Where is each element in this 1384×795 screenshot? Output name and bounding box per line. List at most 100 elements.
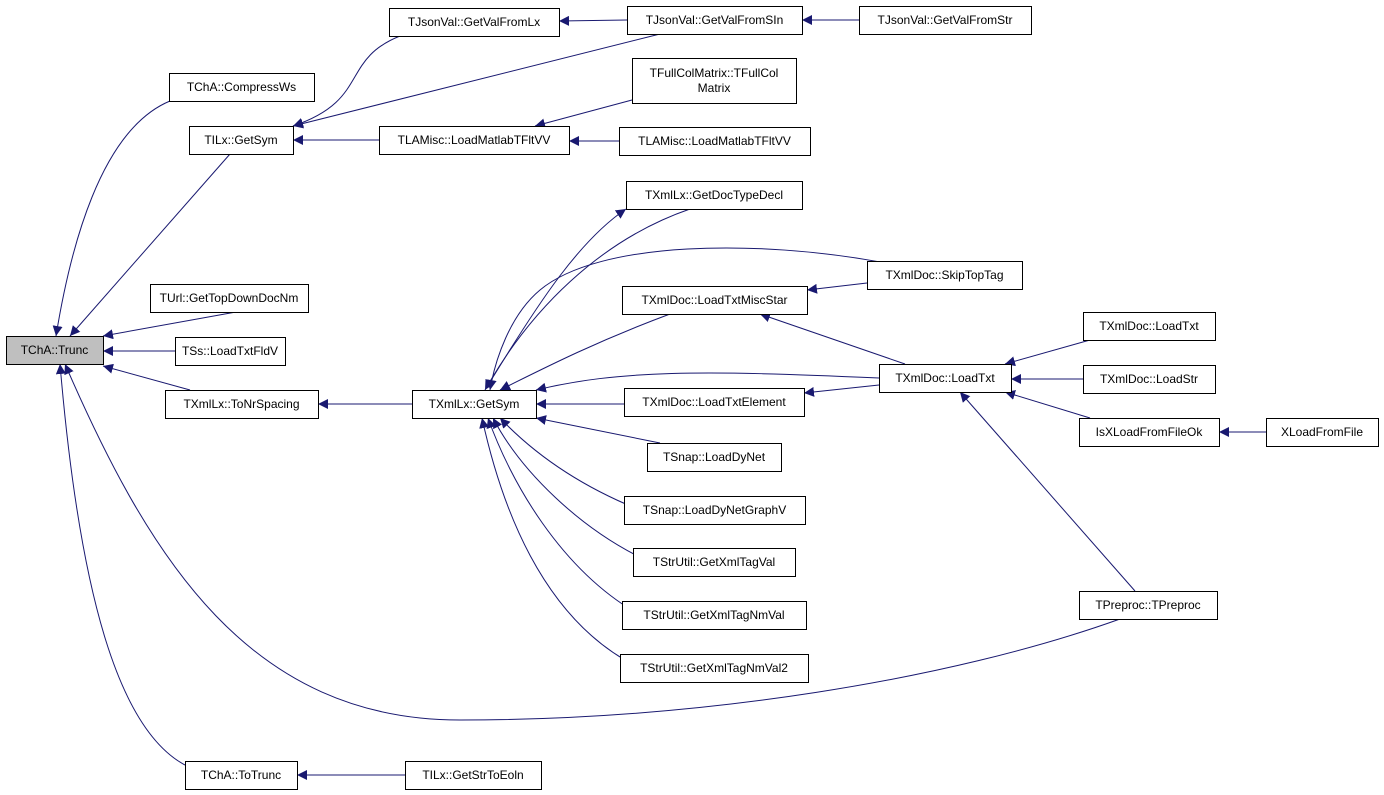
call-edge	[55, 363, 186, 766]
call-edge	[959, 391, 1136, 592]
node-ssLoad[interactable]: TSs::LoadTxtFldV	[175, 337, 286, 366]
node-loadMatlab1[interactable]: TLAMisc::LoadMatlabTFltVV	[379, 126, 570, 155]
call-edge	[806, 282, 868, 294]
node-label: TXmlDoc::LoadTxtMiscStar	[641, 293, 787, 307]
node-fullCol[interactable]: TFullColMatrix::TFullColMatrix	[632, 58, 797, 104]
node-box	[1266, 418, 1379, 447]
node-label: TChA::Trunc	[21, 343, 89, 357]
call-edge	[499, 313, 671, 391]
node-getStrToEoln[interactable]: TILx::GetStrToEoln	[405, 761, 542, 790]
nodes: TChA::TruncTChA::CompressWsTILx::GetSymT…	[6, 6, 1379, 790]
node-box	[859, 6, 1032, 35]
node-isXLoad[interactable]: IsXLoadFromFileOk	[1079, 418, 1220, 447]
node-box	[175, 337, 286, 366]
node-label: TJsonVal::GetValFromStr	[878, 13, 1013, 27]
node-xmlLoadTxt[interactable]: TXmlDoc::LoadTxt	[879, 364, 1012, 393]
node-box	[379, 126, 570, 155]
node-chaToTrunc[interactable]: TChA::ToTrunc	[185, 761, 298, 790]
call-edge	[759, 312, 906, 365]
node-toNrSpacing[interactable]: TXmlLx::ToNrSpacing	[165, 390, 319, 419]
call-edge	[535, 415, 661, 444]
node-loadMatlab2[interactable]: TLAMisc::LoadMatlabTFltVV	[619, 127, 811, 156]
call-edge	[803, 384, 880, 397]
node-loadTxtMisc[interactable]: TXmlDoc::LoadTxtMiscStar	[622, 286, 808, 315]
call-edge	[64, 363, 1121, 721]
node-label: TStrUtil::GetXmlTagVal	[653, 555, 775, 569]
call-edge	[52, 100, 171, 337]
node-box	[412, 390, 537, 419]
node-xmlLxGetSym[interactable]: TXmlLx::GetSym	[412, 390, 537, 419]
node-box	[879, 364, 1012, 393]
call-edge	[489, 208, 627, 383]
node-tpreproc[interactable]: TPreproc::TPreproc	[1079, 591, 1218, 620]
call-edge	[1004, 390, 1091, 419]
node-label: Matrix	[698, 81, 731, 95]
call-edge	[69, 153, 231, 337]
node-label: TLAMisc::LoadMatlabTFltVV	[398, 133, 551, 147]
node-label: TXmlDoc::LoadTxt	[1099, 319, 1199, 333]
node-label: TXmlDoc::LoadStr	[1100, 372, 1198, 386]
node-loadStr[interactable]: TXmlDoc::LoadStr	[1083, 365, 1216, 394]
call-edge	[492, 417, 651, 563]
node-box	[6, 336, 104, 365]
node-box	[867, 261, 1023, 290]
node-getValFromLx[interactable]: TJsonVal::GetValFromLx	[389, 8, 560, 37]
node-box	[1079, 591, 1218, 620]
call-edge	[484, 208, 691, 391]
node-loadDyNetGraphV[interactable]: TSnap::LoadDyNetGraphV	[624, 496, 806, 525]
node-label: TILx::GetSym	[204, 133, 277, 147]
node-label: TXmlLx::GetDocTypeDecl	[645, 188, 783, 202]
node-getXmlTagNmVal[interactable]: TStrUtil::GetXmlTagNmVal	[622, 601, 807, 630]
node-loadDyNet[interactable]: TSnap::LoadDyNet	[647, 443, 782, 472]
node-loadTxtElement[interactable]: TXmlDoc::LoadTxtElement	[624, 388, 805, 417]
node-box	[633, 548, 796, 577]
edges	[52, 15, 1266, 780]
node-label: IsXLoadFromFileOk	[1096, 425, 1204, 439]
node-skipTopTag[interactable]: TXmlDoc::SkipTopTag	[867, 261, 1023, 290]
node-label: TILx::GetStrToEoln	[422, 768, 523, 782]
node-label: TXmlDoc::SkipTopTag	[885, 268, 1003, 282]
call-edge	[102, 311, 237, 340]
node-box	[620, 654, 809, 683]
node-box	[626, 181, 803, 210]
node-urlGetTop[interactable]: TUrl::GetTopDownDocNm	[150, 284, 309, 313]
node-box	[169, 73, 315, 102]
node-label: TPreproc::TPreproc	[1095, 598, 1200, 612]
node-box	[189, 126, 294, 155]
call-edge	[499, 417, 641, 511]
node-getXmlTagVal[interactable]: TStrUtil::GetXmlTagVal	[633, 548, 796, 577]
node-box	[624, 496, 806, 525]
node-getValFromStr[interactable]: TJsonVal::GetValFromStr	[859, 6, 1032, 35]
call-edge	[292, 35, 401, 128]
node-box	[647, 443, 782, 472]
call-edge	[534, 99, 633, 129]
node-label: TStrUtil::GetXmlTagNmVal	[643, 608, 784, 622]
node-label: TJsonVal::GetValFromSIn	[646, 13, 784, 27]
node-box	[389, 8, 560, 37]
node-xLoadFromFile[interactable]: XLoadFromFile	[1266, 418, 1379, 447]
node-getValFromSIn[interactable]: TJsonVal::GetValFromSIn	[627, 6, 803, 35]
node-box	[1083, 312, 1216, 341]
node-box	[622, 286, 808, 315]
node-label: TXmlDoc::LoadTxtElement	[642, 395, 786, 409]
call-edge	[1004, 339, 1091, 367]
node-label: TChA::CompressWs	[187, 80, 296, 94]
node-box	[185, 761, 298, 790]
node-box	[1083, 365, 1216, 394]
node-label: TSnap::LoadDyNetGraphV	[643, 503, 786, 517]
node-label: TXmlDoc::LoadTxt	[895, 371, 995, 385]
node-box	[1079, 418, 1220, 447]
call-edge	[558, 15, 628, 26]
call-edge	[535, 372, 880, 393]
node-ilxGetSym[interactable]: TILx::GetSym	[189, 126, 294, 155]
node-getDocType[interactable]: TXmlLx::GetDocTypeDecl	[626, 181, 803, 210]
node-getXmlTagNmVal2[interactable]: TStrUtil::GetXmlTagNmVal2	[620, 654, 809, 683]
node-compressWs[interactable]: TChA::CompressWs	[169, 73, 315, 102]
node-label: TFullColMatrix::TFullCol	[650, 66, 779, 80]
node-trunc[interactable]: TChA::Trunc	[6, 336, 104, 365]
node-label: TUrl::GetTopDownDocNm	[160, 291, 299, 305]
node-xmlLoadTxt2[interactable]: TXmlDoc::LoadTxt	[1083, 312, 1216, 341]
node-label: TJsonVal::GetValFromLx	[408, 15, 540, 29]
call-edge	[292, 33, 661, 129]
